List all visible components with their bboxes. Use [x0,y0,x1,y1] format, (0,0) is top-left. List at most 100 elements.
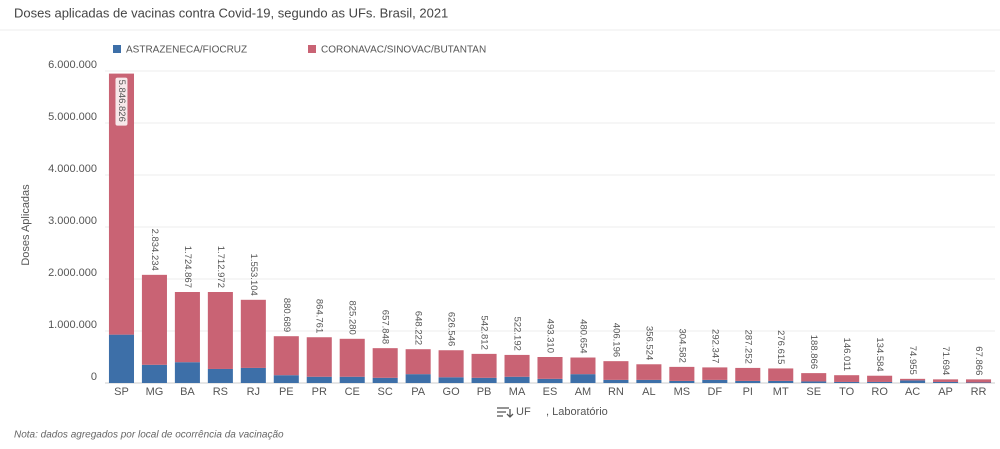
bar-segment [900,378,926,381]
bar-segment [933,379,959,382]
x-tick-label: SE [806,386,821,398]
bar-segment [207,368,233,383]
x-tick-label: MS [674,386,691,398]
x-tick-label: DF [707,386,722,398]
chart-title: Doses aplicadas de vacinas contra Covid-… [14,5,448,20]
value-label: 71.694 [940,346,951,375]
x-tick-label: RN [608,386,624,398]
bar-segment [471,353,497,378]
bar-segment [339,376,365,383]
x-tick-label: RJ [247,386,260,398]
bar-segment [273,336,299,376]
bar-segment [405,374,431,383]
x-tick-label: TO [839,386,855,398]
value-label: 287.252 [742,330,753,364]
x-tick-label: PA [411,386,426,398]
bar-segment [669,366,695,381]
x-axis-label-icon [497,407,514,418]
bar-segment [141,274,167,365]
value-label: 1.712.972 [215,246,226,288]
bar-segment [537,378,563,383]
value-label: 67.866 [973,346,984,375]
x-tick-label: PI [743,386,753,398]
value-label: 356.524 [643,326,654,360]
bar-segment [108,334,135,383]
x-tick-label: MG [146,386,164,398]
x-tick-label: PB [477,386,492,398]
value-label: 134.584 [874,337,885,371]
value-label: 657.848 [380,310,391,344]
bar-segment [735,380,761,383]
bar-segment [735,367,761,381]
value-label: 648.222 [413,311,424,345]
x-tick-label: PE [279,386,294,398]
bar-segment [141,364,167,383]
x-tick-label: GO [443,386,461,398]
y-tick-label: 2.000.000 [48,267,97,279]
bar-segment [174,292,200,363]
value-label: 542.812 [479,316,490,350]
bar-segment [702,367,728,380]
bar-segment [306,376,332,383]
x-tick-label: MT [773,386,789,398]
value-label: 522.192 [512,317,523,351]
bar-segment [636,364,662,380]
x-tick-label: MA [509,386,526,398]
x-axis-label: , Laboratório [546,406,608,418]
bar-segment [636,379,662,383]
x-tick-label: BA [180,386,195,398]
bar-segment [438,350,464,378]
x-tick-label: ES [543,386,558,398]
y-tick-label: 1.000.000 [48,319,97,331]
y-tick-label: 5.000.000 [48,111,97,123]
bar-segment [900,380,926,383]
x-tick-label: AC [905,386,920,398]
value-label: 626.546 [446,312,457,346]
x-tick-label: SC [378,386,393,398]
bar-segment [801,373,827,382]
bar-segment [603,379,629,383]
value-label: 1.553.104 [248,254,259,296]
x-tick-label: PR [312,386,327,398]
value-label: 825.280 [347,300,358,334]
value-label: 493.310 [544,319,555,353]
x-tick-label: AM [575,386,592,398]
bar-segment [438,377,464,383]
legend-label: ASTRAZENECA/FIOCRUZ [126,45,247,56]
bar-segment [933,381,959,383]
legend-swatch [113,45,121,53]
bar-segment [965,382,992,383]
bar-segment [207,292,233,369]
bar-segment [768,368,794,381]
value-label: 188.866 [808,335,819,369]
value-label: 1.724.867 [182,246,193,288]
bar-segment [965,379,992,383]
bar-segment [570,374,596,383]
x-tick-label: RR [971,386,987,398]
bar-segment [768,380,794,383]
bar-segment [174,362,200,383]
value-label-bg [115,77,128,126]
value-label: 5.846.826 [116,80,127,122]
bar-segment [372,348,398,378]
value-label: 276.615 [775,330,786,364]
bar-segment [801,381,827,383]
bar-segment [471,377,497,383]
bar-segment [240,367,266,383]
bar-segment [669,380,695,383]
bar-segment [834,381,860,383]
x-tick-label: RS [213,386,228,398]
x-tick-label: AP [938,386,953,398]
bar-segment [867,381,893,383]
bar-segment [834,375,860,382]
y-tick-label: 4.000.000 [48,163,97,175]
x-tick-label: SP [114,386,129,398]
y-tick-label: 6.000.000 [48,59,97,71]
bar-segment [339,338,365,377]
x-axis-label: UF [516,406,531,418]
y-axis-label: Doses Aplicadas [20,184,32,266]
bar-segment [537,357,563,379]
bar-segment [504,376,530,383]
bar-segment [372,377,398,383]
bar-segment [405,349,431,375]
